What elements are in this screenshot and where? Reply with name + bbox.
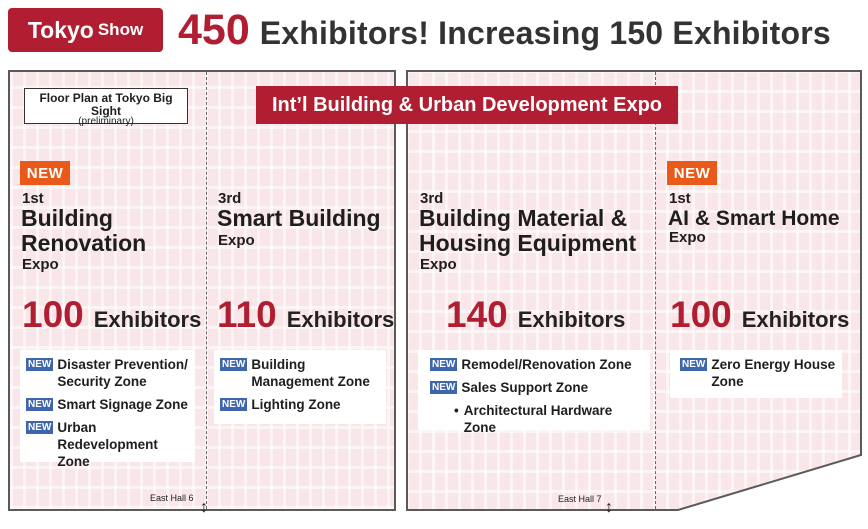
tokyo-show-badge: Tokyo Show [8,8,163,52]
expo-name: Renovation [21,230,147,256]
zone-card: NEW Zero Energy House Zone [670,350,842,398]
zone-item: NEW Disaster Prevention/ Security Zone [26,356,191,390]
zone-new-tag: NEW [430,381,458,394]
zone-label: Building Management Zone [251,357,370,389]
hall-6-divider [206,72,207,509]
zone-item: NEW Lighting Zone [220,396,382,413]
zone-label: Sales Support Zone [461,380,589,395]
zone-label: Smart Signage Zone [57,397,188,412]
exhibitor-count-word: Exhibitors [286,307,395,332]
new-tag: NEW [667,161,717,185]
entrance-arrow-icon: ↕ [605,499,613,516]
badge-sub-text: Show [97,20,144,39]
zone-item: NEW Sales Support Zone [430,379,646,396]
exhibitor-count-number: 100 [22,294,84,335]
badge-main-text: Tokyo [27,16,94,43]
zone-bullet: • [454,403,459,418]
zone-new-tag: NEW [220,398,248,411]
zone-new-tag: NEW [220,358,248,371]
expo-name: Housing Equipment [419,230,637,256]
zone-label: Remodel/Renovation Zone [461,357,632,372]
exhibitor-count-word: Exhibitors [93,307,202,332]
expo-word: Expo [218,232,255,249]
zone-card: NEW Remodel/Renovation Zone NEW Sales Su… [418,350,650,435]
zone-label: Zero Energy House Zone [711,357,836,389]
expo-name: AI & Smart Home [668,207,840,230]
zone-item: NEW Building Management Zone [220,356,382,390]
exhibitor-count-word: Exhibitors [517,307,626,332]
zone-item: NEW Zero Energy House Zone [680,356,838,390]
headline-count: 450 [178,6,250,54]
expo-edition: 3rd [218,190,242,207]
expo-name: Building [21,205,113,231]
expo-name: Smart Building [217,205,381,231]
east-hall-7-area [406,70,862,511]
zone-label: Urban Redevelopment Zone [57,420,158,469]
floor-plan-note: (preliminary) [78,116,134,128]
zone-item: • Architectural Hardware Zone [430,402,646,436]
zone-card: NEW Disaster Prevention/ Security Zone N… [20,350,195,469]
exhibitor-count: 100 Exhibitors [670,294,849,336]
east-hall-6-label: East Hall 6 [150,493,194,503]
expo-edition: 3rd [420,190,444,207]
zone-new-tag: NEW [26,398,54,411]
entrance-arrow-icon: ↕ [200,499,208,516]
exhibitor-count: 110 Exhibitors [217,294,394,336]
zone-new-tag: NEW [26,358,54,371]
zone-new-tag: NEW [430,358,458,371]
zone-label: Lighting Zone [251,397,341,412]
expo-edition: 1st [669,190,691,207]
expo-word: Expo [22,256,59,273]
exhibitor-count-word: Exhibitors [741,307,850,332]
exhibitor-count: 100 Exhibitors [22,294,201,336]
exhibitor-count-number: 140 [446,294,508,335]
zone-new-tag: NEW [680,358,708,371]
floor-plan-label: Floor Plan at Tokyo Big Sight (prelimina… [24,88,188,127]
expo-edition: 1st [22,190,44,207]
headline-text: Exhibitors! Increasing 150 Exhibitors [259,15,831,51]
new-tag: NEW [20,161,70,185]
zone-item: NEW Urban Redevelopment Zone [26,419,191,470]
exhibitor-count-number: 100 [670,294,732,335]
expo-word: Expo [669,229,706,246]
east-hall-7-label: East Hall 7 [558,494,602,504]
zone-new-tag: NEW [26,421,54,434]
zone-card: NEW Building Management Zone NEW Lightin… [214,350,386,424]
zone-item: NEW Remodel/Renovation Zone [430,356,646,373]
zone-label: Disaster Prevention/ Security Zone [57,357,188,389]
exhibitor-count-number: 110 [217,294,277,335]
expo-word: Expo [420,256,457,273]
expo-banner: Int’l Building & Urban Development Expo [256,86,678,124]
zone-item: NEW Smart Signage Zone [26,396,191,413]
page-headline: 450 Exhibitors! Increasing 150 Exhibitor… [178,6,831,56]
hall-7-divider [655,72,656,509]
zone-label: Architectural Hardware Zone [463,403,613,435]
expo-name: Building Material & [419,205,628,231]
exhibitor-count: 140 Exhibitors [446,294,625,336]
floor-plan-title: Floor Plan at Tokyo Big Sight [39,91,173,118]
